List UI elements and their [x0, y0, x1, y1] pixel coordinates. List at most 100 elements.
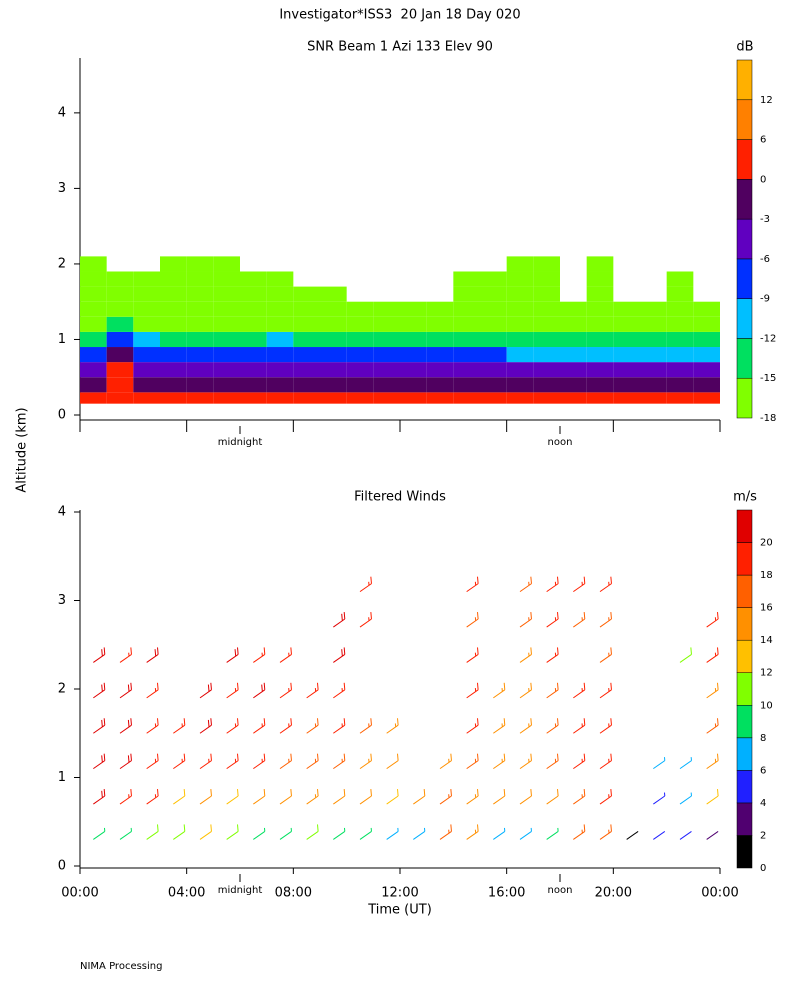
- wind-barb: [439, 753, 452, 770]
- wind-barb: [546, 647, 559, 663]
- wind-barb: [359, 789, 372, 805]
- snr-cell: [80, 286, 107, 302]
- wind-barb: [546, 682, 559, 699]
- snr-cell: [666, 377, 694, 393]
- snr-cell: [453, 286, 480, 302]
- wind-barb: [599, 682, 612, 699]
- colorbar-bin: [736, 99, 753, 140]
- wind-barb: [306, 789, 319, 805]
- wind-barb: [519, 576, 532, 593]
- wind-barb: [519, 789, 532, 805]
- wind-barb: [466, 789, 479, 805]
- wind-barb: [493, 827, 506, 840]
- snr-cell: [533, 377, 560, 393]
- snr-cell: [586, 286, 614, 302]
- wind-barb: [653, 792, 666, 805]
- snr-cell: [533, 331, 560, 348]
- snr-cell: [240, 316, 267, 332]
- snr-cell: [213, 271, 240, 287]
- wind-barb: [226, 824, 239, 840]
- wind-barb: [333, 789, 346, 805]
- wind-barb: [573, 753, 586, 770]
- colorbar-bin: [736, 835, 753, 869]
- snr-cell: [293, 377, 320, 393]
- wind-barb: [253, 647, 266, 663]
- snr-cell: [640, 377, 667, 393]
- snr-cell: [213, 362, 240, 378]
- wind-barb: [359, 827, 372, 840]
- snr-cell: [240, 392, 267, 404]
- wind-barb: [199, 824, 212, 840]
- snr-cell: [506, 377, 534, 393]
- wind-barb: [333, 612, 346, 628]
- snr-cell: [80, 347, 107, 363]
- x-tick-label: 08:00: [275, 886, 312, 901]
- snr-cell: [533, 316, 560, 332]
- snr-cell: [213, 331, 240, 348]
- snr-cell: [213, 316, 240, 332]
- snr-cell: [160, 286, 187, 302]
- colorbar-bin: [736, 802, 753, 836]
- snr-cell: [586, 316, 614, 332]
- wind-barb: [466, 576, 479, 593]
- colorbar-tick-label: -9: [760, 294, 770, 305]
- colorbar-bin: [736, 574, 753, 608]
- snr-cell: [346, 316, 374, 332]
- wind-barb: [226, 682, 239, 699]
- wind-barb: [199, 718, 212, 734]
- snr-cell: [400, 331, 427, 348]
- colorbar-tick-label: -3: [760, 214, 770, 225]
- wind-barb: [573, 682, 586, 699]
- wind-barb: [306, 718, 319, 734]
- snr-cell: [186, 347, 214, 363]
- snr-cell: [586, 256, 614, 272]
- snr-cell: [480, 331, 507, 348]
- wind-barb: [146, 824, 159, 840]
- wind-barb: [439, 789, 452, 805]
- colorbar-label: m/s: [733, 490, 757, 505]
- snr-cell: [666, 347, 694, 363]
- snr-cell: [693, 362, 720, 378]
- wind-barb: [279, 718, 292, 734]
- wind-barb: [279, 753, 292, 770]
- wind-barb: [546, 718, 559, 734]
- colorbar-bin: [736, 737, 753, 771]
- snr-cell: [346, 347, 374, 363]
- snr-cell: [400, 301, 427, 317]
- snr-cell: [533, 301, 560, 317]
- snr-cell: [453, 316, 480, 332]
- snr-cell: [186, 392, 214, 404]
- wind-barb: [546, 753, 559, 770]
- y-tick-label: 3: [58, 181, 66, 196]
- snr-cell: [640, 301, 667, 317]
- snr-cell: [133, 331, 160, 348]
- snr-cell: [106, 392, 134, 404]
- wind-barb: [573, 824, 586, 840]
- snr-cell: [240, 301, 267, 317]
- y-tick-label: 4: [58, 105, 66, 120]
- wind-barb: [199, 682, 212, 699]
- wind-barb: [546, 612, 559, 628]
- colorbar-bin: [736, 218, 753, 260]
- snr-cell: [506, 271, 534, 287]
- y-tick-label: 2: [58, 682, 66, 697]
- snr-cell: [133, 362, 160, 378]
- colorbar-tick-label: 10: [760, 700, 773, 711]
- snr-cell: [160, 347, 187, 363]
- wind-barb: [466, 682, 479, 699]
- snr-cell: [640, 362, 667, 378]
- snr-cell: [426, 301, 454, 317]
- wind-barb: [493, 682, 506, 699]
- wind-barb: [599, 789, 612, 805]
- wind-barb: [359, 612, 372, 628]
- colorbar-bin: [736, 179, 753, 220]
- y-tick-label: 4: [58, 505, 66, 520]
- snr-cell: [293, 301, 320, 317]
- wind-barb: [199, 753, 212, 770]
- colorbar-bin: [736, 59, 753, 101]
- snr-cell: [613, 362, 640, 378]
- snr-cell: [160, 316, 187, 332]
- wind-barb: [386, 718, 399, 734]
- snr-cell: [560, 331, 587, 348]
- snr-cell: [320, 286, 347, 302]
